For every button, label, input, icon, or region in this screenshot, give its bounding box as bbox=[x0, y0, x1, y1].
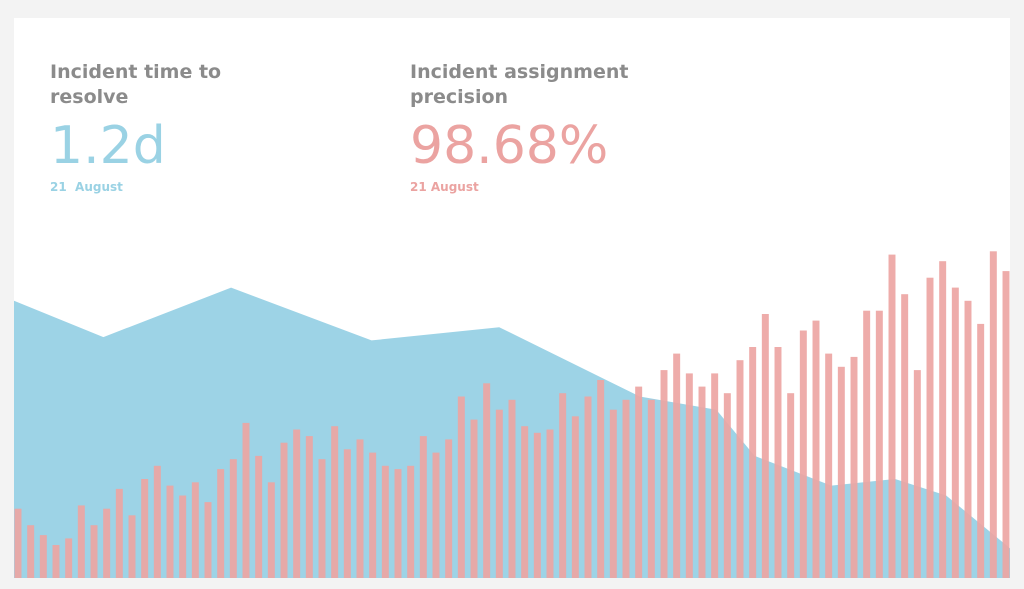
bar bbox=[39, 535, 47, 578]
kpi-date: 21 August bbox=[410, 180, 479, 194]
bar bbox=[407, 465, 415, 578]
bar bbox=[901, 294, 909, 578]
bar bbox=[166, 485, 174, 578]
bar bbox=[787, 393, 795, 578]
bar bbox=[90, 525, 98, 578]
bar bbox=[951, 287, 959, 578]
bar bbox=[850, 356, 858, 578]
kpi-title: Incident time to resolve bbox=[50, 61, 222, 108]
bar bbox=[508, 399, 516, 578]
bar bbox=[977, 323, 985, 578]
bar bbox=[115, 488, 123, 578]
bar bbox=[293, 429, 301, 578]
card: Incident time to resolve 1.2d 21 August … bbox=[14, 18, 1010, 578]
bar bbox=[825, 353, 833, 578]
kpi: Incident time to resolve 1.2d 21 August bbox=[50, 60, 250, 194]
bar bbox=[381, 465, 389, 578]
bar bbox=[964, 300, 972, 578]
bar bbox=[926, 277, 934, 578]
bar bbox=[356, 439, 364, 578]
bar bbox=[331, 426, 339, 578]
bar bbox=[495, 409, 503, 578]
bar bbox=[255, 455, 263, 578]
bar bbox=[27, 525, 35, 578]
bar bbox=[217, 469, 225, 578]
bar bbox=[103, 508, 111, 578]
bar bbox=[483, 383, 491, 578]
bar bbox=[394, 469, 402, 578]
chart bbox=[14, 251, 1010, 578]
bar bbox=[470, 419, 478, 578]
bar bbox=[229, 459, 237, 578]
bar bbox=[622, 399, 630, 578]
bar bbox=[343, 449, 351, 578]
bar bbox=[774, 347, 782, 578]
bar bbox=[939, 261, 947, 578]
bar bbox=[837, 366, 845, 578]
bar bbox=[571, 416, 579, 578]
bar bbox=[153, 465, 161, 578]
bar bbox=[913, 370, 921, 578]
bar bbox=[647, 399, 655, 578]
bar bbox=[546, 429, 554, 578]
kpi: Incident assignment precision 98.68% 21 … bbox=[410, 60, 650, 194]
bar bbox=[698, 386, 706, 578]
bar bbox=[559, 393, 567, 578]
bar bbox=[673, 353, 681, 578]
bar bbox=[457, 396, 465, 578]
bar bbox=[711, 373, 719, 578]
bar bbox=[521, 426, 529, 578]
bar bbox=[179, 495, 187, 578]
bar bbox=[445, 439, 453, 578]
bar bbox=[736, 360, 744, 578]
bar bbox=[141, 479, 149, 578]
bar bbox=[875, 310, 883, 578]
kpi-value: 98.68% bbox=[410, 116, 609, 176]
bar bbox=[863, 310, 871, 578]
bar bbox=[369, 452, 377, 578]
bar bbox=[52, 545, 60, 578]
bar bbox=[280, 442, 288, 578]
bar bbox=[723, 393, 731, 578]
bar bbox=[318, 459, 326, 578]
bar bbox=[888, 254, 896, 578]
bar bbox=[267, 482, 275, 578]
bar bbox=[533, 432, 541, 578]
bar bbox=[660, 370, 668, 578]
bar bbox=[432, 452, 440, 578]
kpi-title: Incident assignment precision bbox=[410, 61, 629, 108]
bar bbox=[635, 386, 643, 578]
bar bbox=[128, 515, 136, 578]
bar bbox=[14, 508, 22, 578]
bar bbox=[419, 436, 427, 578]
bar bbox=[749, 347, 757, 578]
bar bbox=[191, 482, 199, 578]
bar bbox=[65, 538, 73, 578]
bar bbox=[597, 380, 605, 578]
bar bbox=[305, 436, 313, 578]
bar bbox=[242, 422, 250, 578]
kpi-date: 21 August bbox=[50, 180, 123, 194]
bar bbox=[77, 505, 85, 578]
bar bbox=[584, 396, 592, 578]
bar bbox=[799, 330, 807, 578]
kpi-value: 1.2d bbox=[50, 116, 166, 176]
bar bbox=[685, 373, 693, 578]
bar bbox=[204, 502, 212, 578]
bar bbox=[989, 251, 997, 578]
bar bbox=[761, 314, 769, 578]
bar bbox=[609, 409, 617, 578]
bar bbox=[1002, 271, 1010, 578]
bar bbox=[812, 320, 820, 578]
